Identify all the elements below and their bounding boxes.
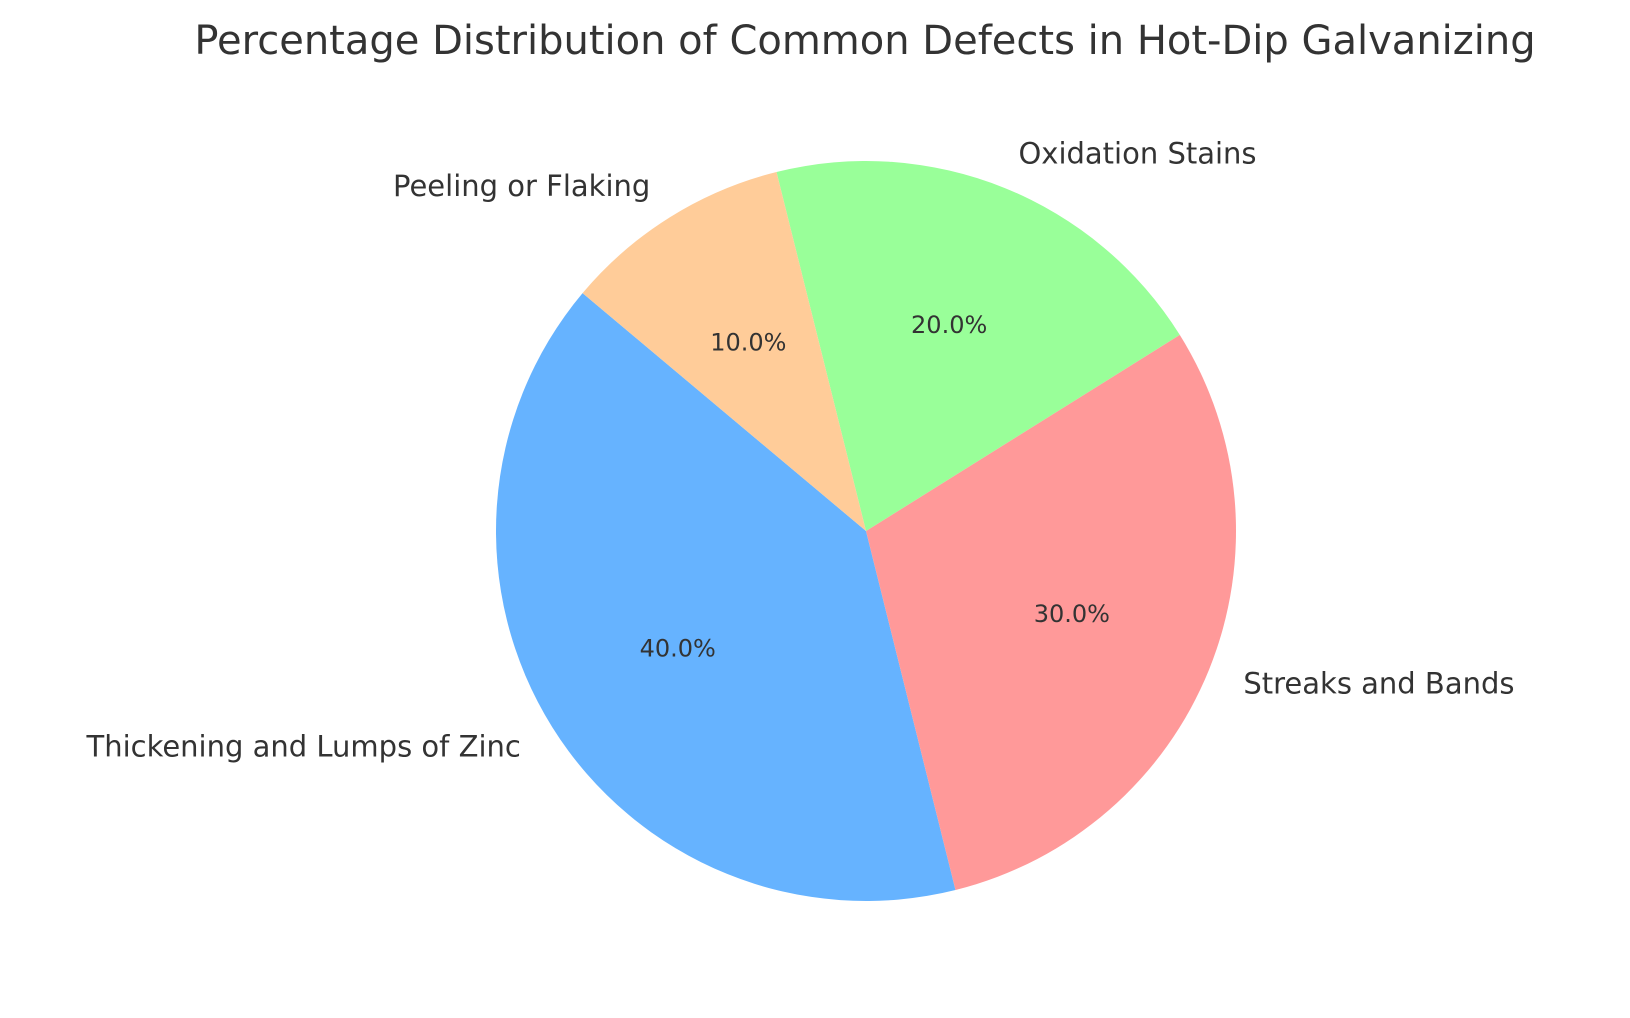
percent-labels: 40.0% 30.0% 20.0% 10.0%: [640, 311, 1110, 662]
pie-slices: [496, 160, 1237, 901]
pie-slice-streaks-and-bands: [866, 334, 1237, 891]
percent-label-thickening-and-lumps-of-zinc: 40.0%: [640, 635, 716, 663]
percent-label-streaks-and-bands: 30.0%: [1034, 600, 1110, 628]
category-label-streaks-and-bands: Streaks and Bands: [1243, 666, 1514, 700]
pie-slice-peeling-or-flaking: [582, 171, 866, 531]
category-label-peeling-or-flaking: Peeling or Flaking: [393, 169, 650, 203]
category-label-thickening-and-lumps-of-zinc: Thickening and Lumps of Zinc: [85, 730, 520, 764]
percent-label-oxidation-stains: 20.0%: [911, 311, 987, 339]
pie-slice-thickening-and-lumps-of-zinc: [496, 293, 956, 901]
category-label-oxidation-stains: Oxidation Stains: [1018, 137, 1256, 171]
pie-slice-oxidation-stains: [776, 160, 1180, 531]
percent-label-peeling-or-flaking: 10.0%: [710, 329, 786, 357]
category-labels: Thickening and Lumps of Zinc Streaks and …: [85, 137, 1514, 764]
chart-title: Percentage Distribution of Common Defect…: [194, 18, 1535, 64]
